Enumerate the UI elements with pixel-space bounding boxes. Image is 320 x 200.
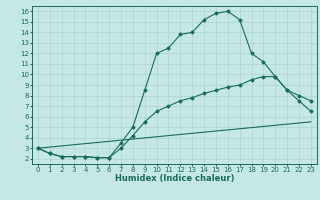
X-axis label: Humidex (Indice chaleur): Humidex (Indice chaleur): [115, 174, 234, 183]
